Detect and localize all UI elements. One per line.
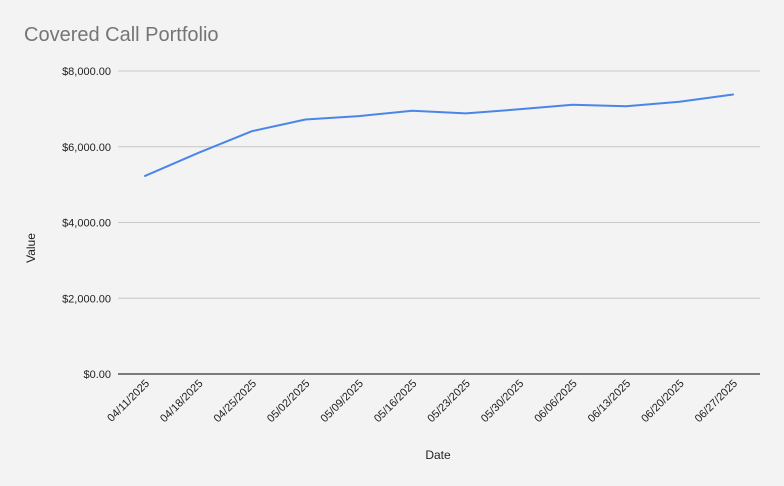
data-point	[249, 129, 254, 134]
x-tick-label: 05/02/2025	[265, 378, 312, 425]
data-point	[624, 104, 629, 109]
x-tick-label: 04/18/2025	[158, 378, 205, 425]
data-point	[196, 150, 201, 155]
x-tick-label: 05/23/2025	[425, 378, 472, 425]
data-point	[303, 117, 308, 122]
chart-title: Covered Call Portfolio	[24, 24, 219, 46]
series-lines	[143, 92, 736, 178]
data-point	[143, 173, 148, 178]
y-tick-label: $0.00	[83, 369, 111, 381]
data-point	[731, 92, 736, 97]
y-axis-label: Value	[24, 233, 38, 263]
y-tick-label: $6,000.00	[62, 142, 111, 154]
y-tick-labels: $0.00 $2,000.00 $4,000.00 $6,000.00 $8,000.0…	[62, 66, 111, 381]
data-point	[570, 102, 575, 107]
x-tick-label: 05/16/2025	[372, 378, 419, 425]
y-tick-label: $4,000.00	[62, 218, 111, 230]
gridlines	[118, 70, 760, 375]
data-point	[677, 99, 682, 104]
y-tick-label: $8,000.00	[62, 66, 111, 78]
x-tick-label: 05/09/2025	[319, 378, 366, 425]
x-tick-label: 05/30/2025	[479, 378, 526, 425]
x-tick-label: 06/27/2025	[693, 378, 740, 425]
series-line	[144, 93, 734, 177]
x-tick-labels: 04/11/2025 04/18/2025 04/25/2025 05/02/2025…	[105, 378, 740, 425]
x-tick-label: 04/11/2025	[105, 378, 152, 425]
data-point	[410, 108, 415, 113]
x-tick-label: 04/25/2025	[212, 378, 259, 425]
y-tick-label: $2,000.00	[62, 293, 111, 305]
data-point	[517, 107, 522, 112]
x-tick-label: 06/13/2025	[586, 378, 633, 425]
x-axis-label: Date	[425, 448, 451, 462]
x-tick-label: 06/06/2025	[532, 378, 579, 425]
data-point	[463, 111, 468, 116]
x-tick-label: 06/20/2025	[639, 378, 686, 425]
data-point	[356, 114, 361, 119]
